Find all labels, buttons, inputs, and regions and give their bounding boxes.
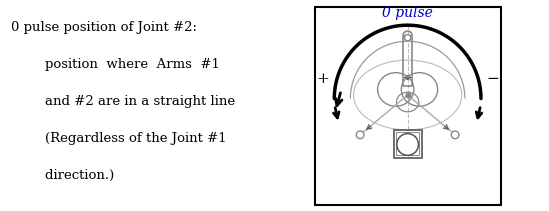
- Text: direction.): direction.): [11, 169, 114, 182]
- Bar: [396, 132, 419, 156]
- Circle shape: [405, 35, 411, 41]
- Circle shape: [451, 131, 459, 139]
- Text: 0 pulse position of Joint #2:: 0 pulse position of Joint #2:: [11, 21, 197, 34]
- Text: −: −: [486, 72, 499, 86]
- Bar: [403, 36, 412, 86]
- Bar: [394, 130, 422, 158]
- Text: 0 pulse: 0 pulse: [382, 6, 433, 20]
- Text: and #2 are in a straight line: and #2 are in a straight line: [11, 95, 235, 108]
- Circle shape: [356, 131, 364, 139]
- Circle shape: [397, 134, 418, 155]
- Text: (Regardless of the Joint #1: (Regardless of the Joint #1: [11, 132, 227, 145]
- Text: +: +: [316, 72, 329, 86]
- Text: position  where  Arms  #1: position where Arms #1: [11, 58, 220, 71]
